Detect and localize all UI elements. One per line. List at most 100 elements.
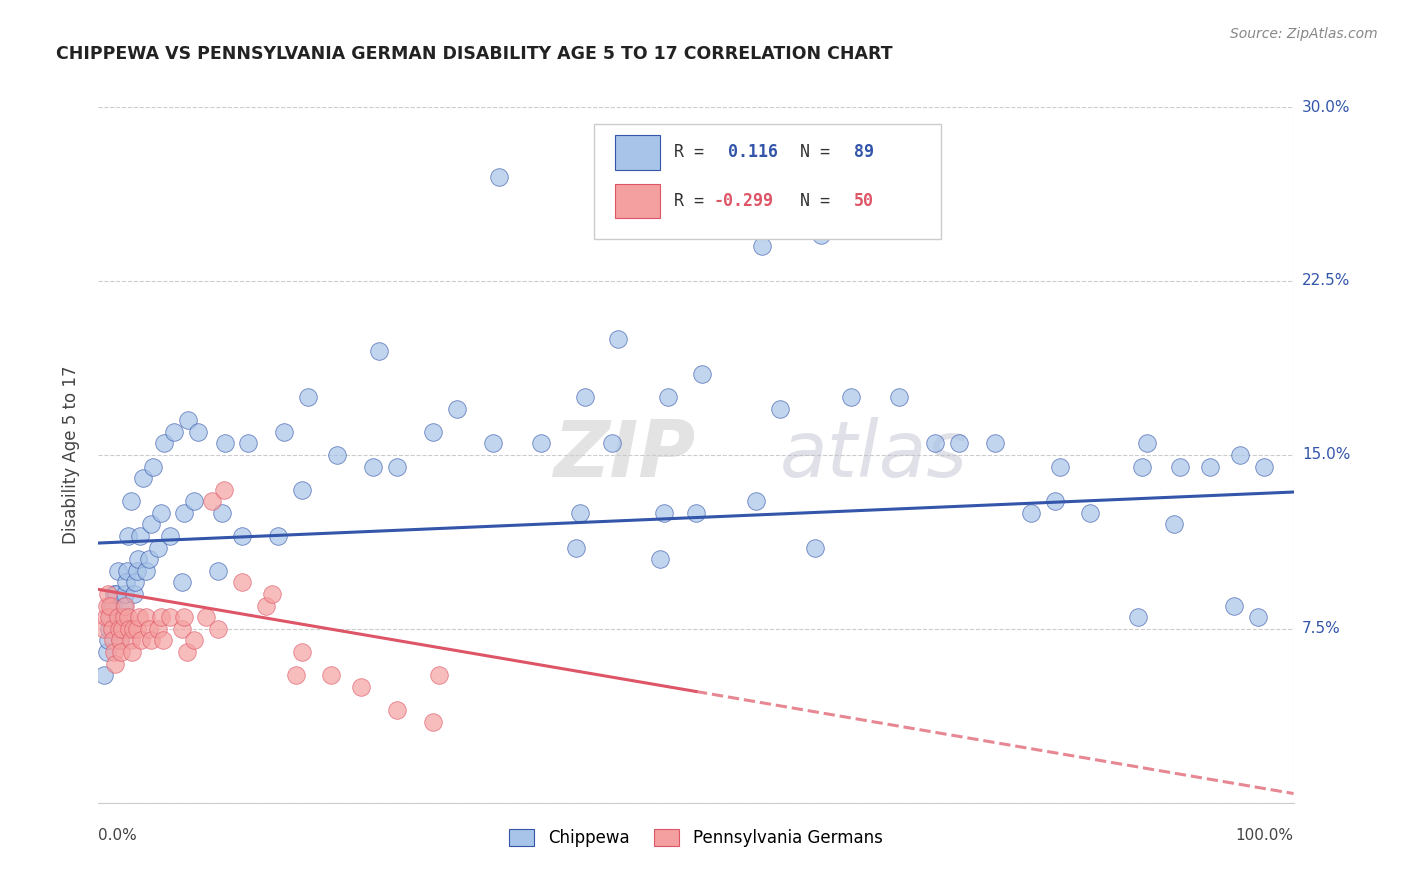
Point: [172, 575, 194, 590]
Text: 89: 89: [853, 144, 873, 161]
Point: [1019, 506, 1042, 520]
Point: [120, 494, 142, 508]
Point: [291, 483, 314, 497]
Point: [122, 622, 145, 636]
Point: [115, 564, 138, 578]
FancyBboxPatch shape: [595, 124, 941, 239]
Point: [657, 390, 679, 404]
Point: [804, 541, 827, 555]
Point: [297, 390, 319, 404]
Point: [98, 622, 121, 636]
Point: [108, 633, 131, 648]
Point: [103, 587, 125, 601]
Point: [1128, 610, 1150, 624]
Bar: [614, 184, 661, 219]
Point: [114, 587, 136, 601]
Point: [207, 564, 229, 578]
Point: [195, 610, 218, 624]
Point: [142, 459, 165, 474]
Point: [1168, 459, 1191, 474]
Text: -0.299: -0.299: [714, 192, 773, 210]
Point: [173, 610, 195, 624]
Point: [427, 668, 450, 682]
Point: [422, 714, 444, 729]
Point: [101, 599, 124, 613]
Point: [138, 552, 160, 566]
Point: [183, 494, 205, 508]
Point: [984, 436, 1007, 450]
Point: [127, 552, 149, 566]
Point: [201, 494, 224, 508]
Text: atlas: atlas: [779, 417, 967, 493]
Point: [103, 645, 125, 659]
Point: [565, 541, 588, 555]
Text: N =: N =: [800, 192, 839, 210]
Text: 100.0%: 100.0%: [1236, 828, 1294, 843]
Point: [125, 622, 148, 636]
Text: 50: 50: [853, 192, 873, 210]
Text: R =: R =: [675, 192, 714, 210]
Point: [751, 239, 773, 253]
Point: [260, 587, 283, 601]
Point: [745, 494, 768, 508]
Point: [96, 599, 118, 613]
Point: [236, 436, 259, 450]
Point: [207, 622, 229, 636]
Point: [128, 610, 150, 624]
Point: [1247, 610, 1270, 624]
Point: [1080, 506, 1102, 520]
Text: 30.0%: 30.0%: [1302, 100, 1350, 114]
Point: [135, 610, 157, 624]
Point: [93, 622, 115, 636]
Point: [125, 564, 148, 578]
Point: [100, 599, 122, 613]
Point: [97, 587, 120, 601]
Point: [107, 564, 129, 578]
Point: [446, 401, 468, 416]
Point: [569, 506, 592, 520]
Text: N =: N =: [800, 144, 839, 161]
Point: [326, 448, 349, 462]
Point: [574, 390, 596, 404]
Point: [607, 332, 630, 346]
Point: [1130, 459, 1153, 474]
Point: [652, 506, 675, 520]
Point: [131, 633, 153, 648]
Point: [363, 459, 385, 474]
Point: [120, 633, 142, 648]
Point: [948, 436, 970, 450]
Point: [1163, 517, 1185, 532]
Point: [131, 471, 153, 485]
Point: [291, 645, 314, 659]
Point: [183, 633, 205, 648]
Point: [368, 343, 391, 358]
Point: [685, 506, 707, 520]
Point: [108, 633, 131, 648]
Text: Source: ZipAtlas.com: Source: ZipAtlas.com: [1230, 27, 1378, 41]
Point: [212, 483, 235, 497]
Point: [488, 169, 510, 184]
Point: [176, 645, 198, 659]
Point: [118, 622, 141, 636]
Point: [111, 622, 134, 636]
Point: [153, 436, 176, 450]
Point: [121, 645, 143, 659]
Point: [841, 390, 863, 404]
Point: [117, 529, 139, 543]
Point: [385, 459, 409, 474]
Point: [139, 633, 162, 648]
Text: 0.116: 0.116: [728, 144, 779, 161]
Point: [1043, 494, 1066, 508]
Point: [1253, 459, 1275, 474]
Point: [1049, 459, 1071, 474]
Point: [163, 425, 186, 439]
Point: [104, 657, 127, 671]
Point: [111, 610, 134, 624]
Point: [385, 703, 409, 717]
Point: [690, 367, 713, 381]
Point: [110, 645, 132, 659]
Point: [105, 587, 128, 601]
Point: [124, 587, 146, 601]
Point: [889, 390, 911, 404]
Point: [1229, 448, 1251, 462]
